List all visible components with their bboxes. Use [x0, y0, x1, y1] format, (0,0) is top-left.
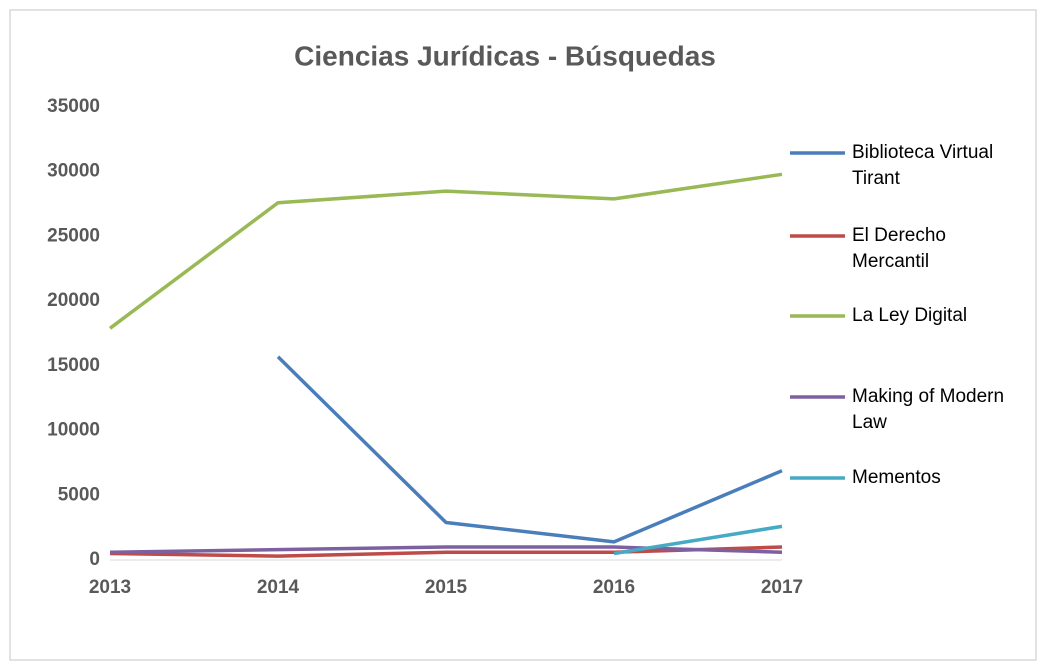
y-tick-label: 5000 — [58, 484, 100, 505]
y-tick-label: 20000 — [47, 290, 100, 311]
legend-label: Biblioteca Virtual Tirant — [852, 142, 994, 189]
legend-label: Mementos — [852, 467, 941, 488]
chart-border — [9, 9, 1037, 661]
series-line — [109, 545, 783, 554]
x-tick-label: 2014 — [257, 577, 300, 598]
series-line — [613, 524, 783, 556]
series-line — [108, 172, 783, 330]
x-tick-label: 2017 — [761, 577, 803, 598]
legend-label: Making of Modern Law — [852, 386, 1005, 433]
y-tick-label: 35000 — [47, 96, 100, 117]
series-line — [276, 355, 783, 544]
y-tick-label: 0 — [89, 549, 100, 570]
x-tick-label: 2016 — [593, 577, 635, 598]
legend-label: El Derecho Mercantil — [852, 225, 946, 272]
y-tick-label: 30000 — [47, 161, 100, 182]
y-tick-label: 10000 — [47, 420, 100, 441]
y-tick-label: 25000 — [47, 225, 100, 246]
y-tick-label: 15000 — [47, 355, 100, 376]
chart-title: Ciencias Jurídicas - Búsquedas — [294, 40, 716, 71]
x-tick-label: 2013 — [89, 577, 131, 598]
legend-label: La Ley Digital — [852, 305, 968, 326]
x-tick-label: 2015 — [425, 577, 468, 598]
